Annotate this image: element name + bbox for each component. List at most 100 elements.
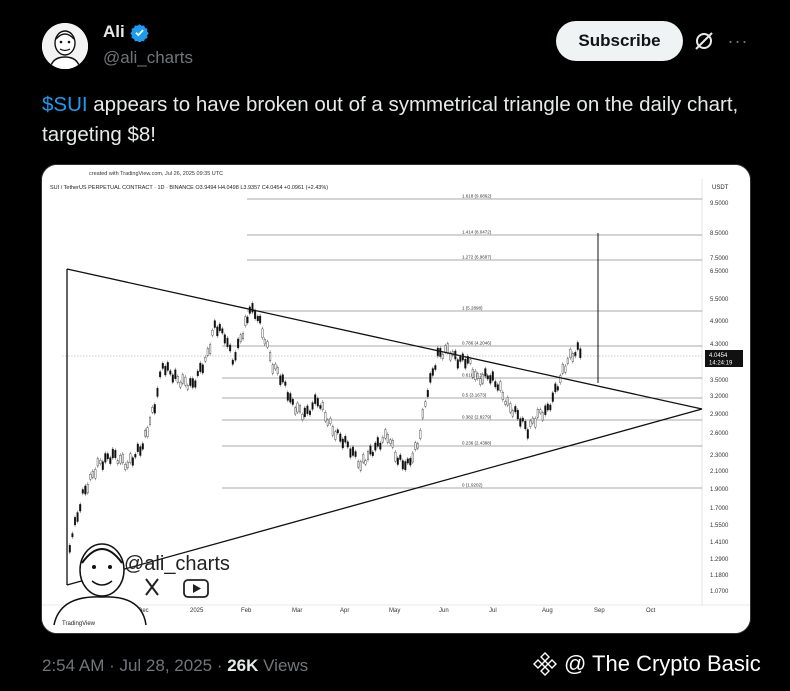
fib-levels: 1.618 (9.6862) 1.414 (8.0472) 1.272 (6.968…: [222, 194, 702, 489]
more-options-icon[interactable]: ···: [727, 31, 749, 51]
views-label: Views: [258, 656, 309, 675]
candle: [211, 330, 214, 336]
candle: [456, 359, 459, 369]
candle: [134, 453, 137, 458]
chart-image[interactable]: created with TradingView.com, Jul 26, 20…: [41, 164, 751, 634]
candle: [256, 315, 259, 322]
fib-label: 1.618 (9.6862): [462, 194, 492, 199]
candle: [484, 368, 487, 377]
y-tick-label: 4.9000: [710, 319, 729, 325]
candle: [446, 343, 449, 353]
candle: [416, 443, 419, 449]
candle: [509, 403, 512, 413]
candle: [231, 359, 234, 365]
x-tick-label: Apr: [340, 608, 349, 614]
author-name[interactable]: Ali: [103, 22, 149, 42]
subscribe-button[interactable]: Subscribe: [556, 21, 683, 61]
candle: [444, 345, 447, 353]
candle: [541, 412, 544, 421]
candle: [326, 419, 329, 426]
candle: [269, 352, 272, 361]
tradingview-brand: TradingView: [62, 621, 96, 627]
candle: [164, 366, 167, 376]
candle: [166, 362, 169, 371]
candle: [504, 401, 507, 405]
candle: [324, 412, 327, 422]
candle: [516, 409, 519, 420]
candle: [344, 436, 347, 443]
views-count: 26K: [227, 656, 259, 675]
candle: [524, 421, 527, 430]
candle: [191, 378, 194, 388]
chart-symbol-line: SUI / TetherUS PERPETUAL CONTRACT · 1D ·…: [50, 185, 328, 191]
candle: [494, 381, 497, 388]
candle: [491, 371, 494, 381]
y-tick-label: 9.5000: [710, 201, 729, 207]
candle: [209, 344, 212, 354]
candles: [68, 301, 582, 555]
candle: [216, 326, 219, 337]
candle: [357, 461, 360, 468]
candle: [151, 407, 154, 413]
candle: [266, 341, 269, 348]
cashtag-link[interactable]: $SUI: [42, 93, 88, 116]
candle: [159, 371, 162, 378]
crypto-basic-watermark: @ The Crypto Basic: [532, 651, 761, 677]
avatar[interactable]: [42, 23, 88, 69]
candle: [496, 384, 499, 391]
candle: [531, 417, 534, 424]
candle: [544, 405, 547, 415]
candle: [74, 517, 76, 526]
candle: [79, 504, 82, 512]
x-tick-label: Feb: [241, 608, 252, 614]
candle: [486, 375, 489, 380]
candle: [526, 429, 529, 439]
candle: [131, 457, 134, 466]
candle: [439, 348, 442, 357]
tweet-timestamp[interactable]: 2:54 AM · Jul 28, 2025 ·: [42, 656, 228, 675]
candle: [201, 364, 204, 374]
x-tick-label: 2025: [190, 608, 204, 614]
candle: [139, 446, 142, 456]
candle: [386, 434, 389, 443]
candle: [471, 369, 474, 378]
candle: [379, 442, 382, 450]
candle: [364, 460, 367, 465]
y-tick-label: 1.7000: [710, 506, 729, 512]
candle: [181, 374, 184, 384]
candle: [171, 374, 174, 383]
candle: [84, 485, 87, 495]
fib-label: 1.272 (6.9687): [462, 255, 492, 260]
candle: [68, 545, 71, 553]
y-tick-label: 4.3000: [710, 342, 729, 348]
candle: [396, 457, 399, 465]
candle: [556, 386, 559, 391]
candle: [237, 338, 240, 349]
candle: [374, 442, 377, 451]
candle: [291, 399, 294, 405]
candle: [156, 387, 159, 397]
verified-badge-icon: [130, 23, 149, 42]
candle: [254, 310, 257, 319]
fib-label: 1.414 (8.0472): [462, 230, 492, 235]
candle: [536, 409, 539, 418]
grok-icon[interactable]: [693, 30, 715, 52]
author-handle[interactable]: @ali_charts: [103, 48, 194, 67]
candle: [259, 315, 262, 324]
candle: [369, 445, 372, 455]
candle: [371, 451, 374, 456]
candle: [261, 328, 264, 338]
candle: [146, 427, 149, 437]
candle: [174, 369, 177, 379]
candle: [311, 402, 314, 410]
tweet-meta: 2:54 AM · Jul 28, 2025 · 26K Views: [42, 656, 308, 676]
candle: [176, 376, 179, 383]
y-tick-label: 1.2900: [710, 557, 729, 563]
candle: [514, 406, 517, 413]
author-name-text[interactable]: Ali: [103, 22, 125, 41]
candle: [81, 489, 84, 494]
candle: [359, 461, 362, 471]
candle: [129, 453, 132, 463]
chart-currency: USDT: [712, 185, 729, 191]
candle: [346, 441, 349, 448]
